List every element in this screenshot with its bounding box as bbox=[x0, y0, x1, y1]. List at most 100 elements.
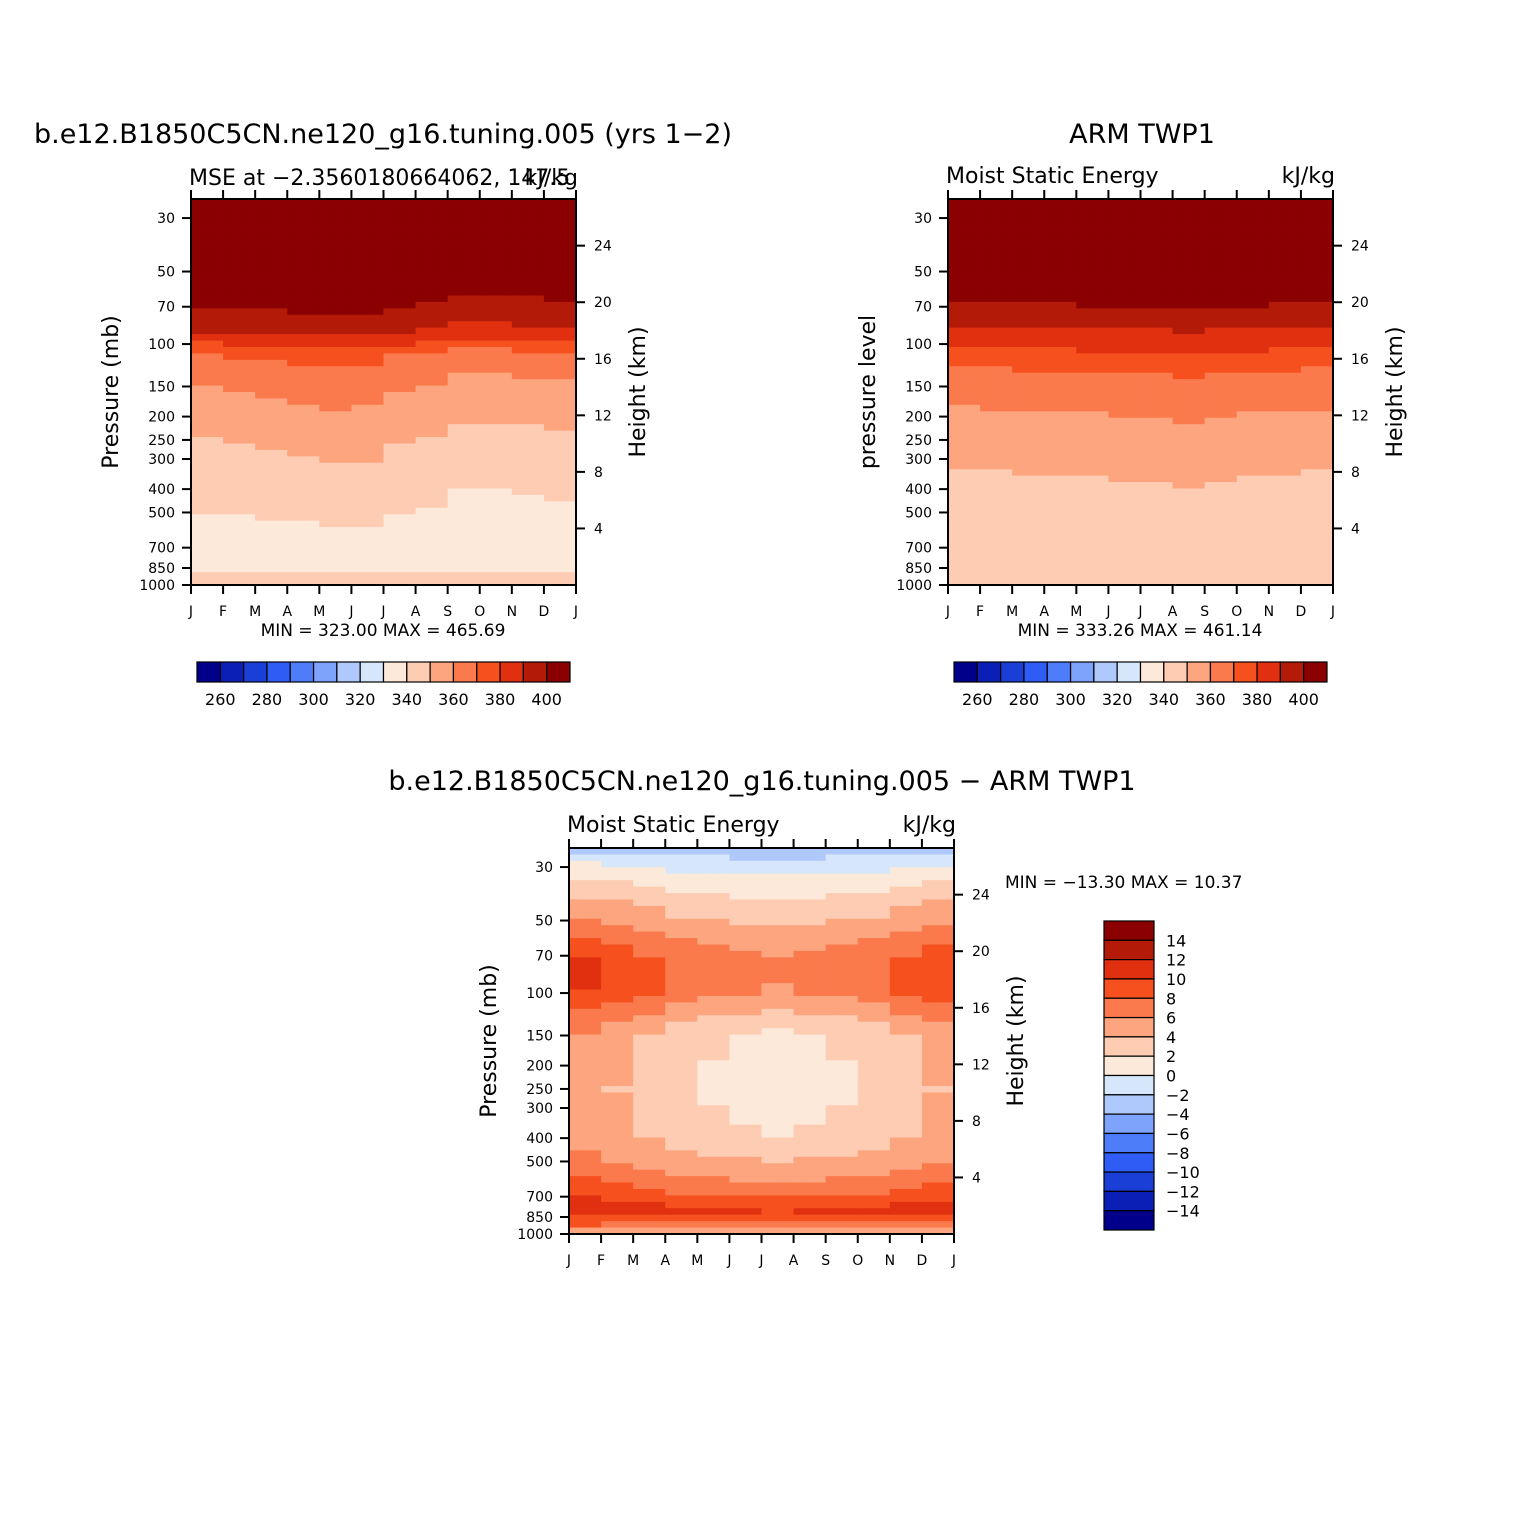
contour-cell bbox=[1020, 437, 1029, 445]
contour-cell bbox=[1300, 443, 1310, 451]
contour-cell bbox=[1244, 392, 1254, 400]
contour-cell bbox=[1276, 385, 1286, 393]
contour-cell bbox=[1244, 443, 1254, 451]
contour-cell bbox=[519, 572, 529, 580]
contour-cell bbox=[1108, 269, 1118, 277]
contour-cell bbox=[1228, 244, 1238, 252]
contour-cell bbox=[319, 449, 328, 457]
contour-cell bbox=[495, 449, 505, 457]
contour-cell bbox=[487, 533, 497, 541]
contour-cell bbox=[383, 527, 393, 535]
contour-cell bbox=[287, 430, 296, 438]
contour-cell bbox=[319, 501, 328, 509]
contour-cell bbox=[287, 321, 296, 329]
contour-cell bbox=[527, 314, 537, 322]
contour-cell bbox=[1292, 346, 1302, 354]
contour-cell bbox=[1172, 205, 1182, 213]
contour-cell bbox=[1020, 334, 1029, 342]
contour-cell bbox=[431, 359, 441, 367]
contour-cell bbox=[487, 443, 497, 451]
contour-cell bbox=[1268, 205, 1278, 213]
contour-cell bbox=[1228, 372, 1238, 380]
contour-cell bbox=[199, 488, 208, 496]
contour-cell bbox=[215, 449, 224, 457]
contour-cell bbox=[199, 507, 208, 515]
contour-cell bbox=[535, 282, 545, 290]
contour-cell bbox=[343, 372, 353, 380]
contour-cell bbox=[1156, 314, 1166, 322]
contour-cell bbox=[1052, 353, 1061, 361]
contour-cell bbox=[191, 392, 200, 400]
contour-cell bbox=[1308, 289, 1318, 297]
contour-cell bbox=[447, 211, 457, 219]
contour-cell bbox=[1324, 346, 1334, 354]
contour-cell bbox=[223, 244, 232, 252]
contour-cell bbox=[1316, 308, 1326, 316]
contour-cell bbox=[1140, 372, 1150, 380]
contour-cell bbox=[223, 565, 232, 573]
contour-cell bbox=[415, 559, 425, 567]
contour-cell bbox=[383, 449, 393, 457]
contour-cell bbox=[1044, 353, 1053, 361]
contour-cell bbox=[567, 256, 577, 264]
contour-cell bbox=[980, 366, 989, 374]
contour-cell bbox=[948, 353, 957, 361]
contour-cell bbox=[439, 327, 449, 335]
contour-cell bbox=[1076, 372, 1085, 380]
contour-cell bbox=[1004, 437, 1013, 445]
contour-cell bbox=[1028, 417, 1037, 425]
contour-cell bbox=[1020, 289, 1029, 297]
contour-cell bbox=[1316, 456, 1326, 464]
contour-cell bbox=[1116, 244, 1126, 252]
contour-cell bbox=[223, 250, 232, 258]
contour-cell bbox=[1108, 276, 1118, 284]
contour-cell bbox=[1300, 199, 1310, 207]
contour-cell bbox=[1260, 237, 1270, 245]
colorbar-swatch bbox=[312, 661, 338, 683]
contour-cell bbox=[455, 224, 465, 232]
contour-cell bbox=[1036, 218, 1045, 226]
contour-cell bbox=[303, 321, 312, 329]
contour-cell bbox=[367, 314, 377, 322]
contour-cell bbox=[399, 404, 409, 412]
contour-cell bbox=[391, 546, 401, 554]
contour-cell bbox=[1076, 308, 1085, 316]
contour-cell bbox=[431, 231, 441, 239]
contour-cell bbox=[956, 250, 965, 258]
contour-cell bbox=[343, 263, 353, 271]
contour-cell bbox=[964, 437, 973, 445]
contour-cell bbox=[1268, 430, 1278, 438]
contour-cell bbox=[543, 417, 553, 425]
contour-cell bbox=[1132, 340, 1142, 348]
contour-cell bbox=[1052, 244, 1061, 252]
contour-cell bbox=[375, 520, 385, 528]
contour-cell bbox=[279, 308, 288, 316]
contour-cell bbox=[519, 559, 529, 567]
contour-cell bbox=[1108, 224, 1118, 232]
contour-cell bbox=[311, 398, 320, 406]
contour-cell bbox=[199, 430, 208, 438]
contour-cell bbox=[399, 494, 409, 502]
contour-cell bbox=[447, 539, 457, 547]
contour-cell bbox=[964, 443, 973, 451]
contour-cell bbox=[1172, 314, 1182, 322]
contour-cell bbox=[567, 552, 577, 560]
contour-cell bbox=[543, 404, 553, 412]
contour-cell bbox=[303, 372, 312, 380]
contour-cell bbox=[311, 308, 320, 316]
contour-cell bbox=[1084, 449, 1093, 457]
contour-cell bbox=[1164, 340, 1174, 348]
contour-cell bbox=[527, 224, 537, 232]
contour-cell bbox=[431, 424, 441, 432]
panel-obs-contour-field bbox=[948, 199, 1334, 586]
contour-cell bbox=[455, 327, 465, 335]
contour-cell bbox=[1276, 334, 1286, 342]
contour-cell bbox=[559, 424, 569, 432]
contour-cell bbox=[1164, 199, 1174, 207]
contour-cell bbox=[303, 475, 312, 483]
contour-cell bbox=[351, 379, 361, 387]
contour-cell bbox=[1108, 392, 1118, 400]
contour-cell bbox=[1100, 366, 1110, 374]
contour-cell bbox=[327, 507, 336, 515]
contour-cell bbox=[1204, 218, 1214, 226]
